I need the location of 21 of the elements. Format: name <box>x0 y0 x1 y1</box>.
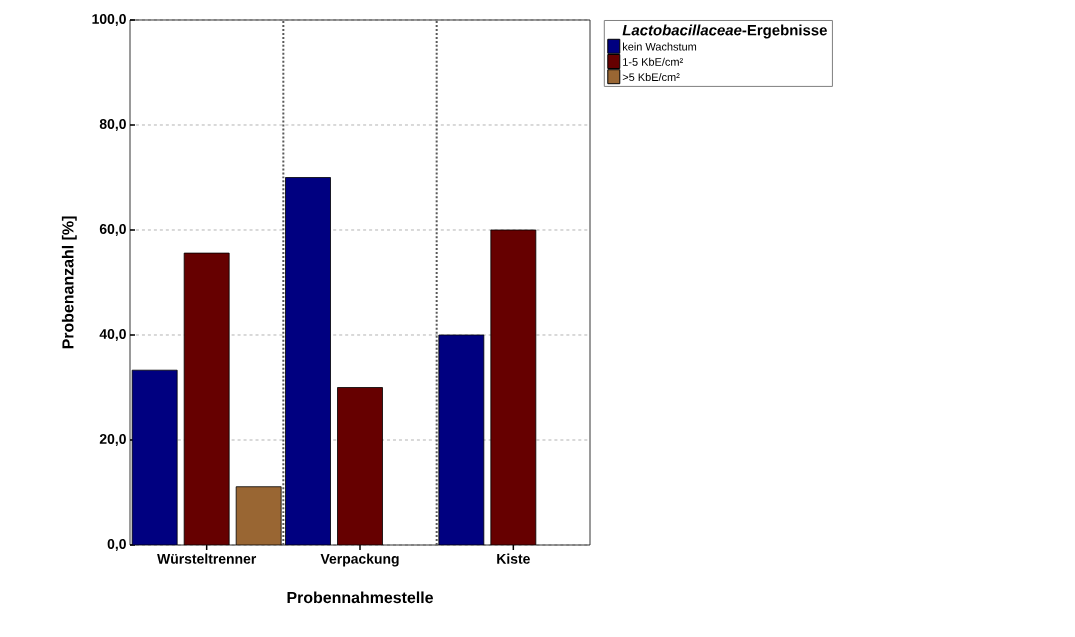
x-tick-label: Würsteltrenner <box>157 553 257 564</box>
y-tick-label: 100,0 <box>92 14 126 26</box>
bar <box>337 387 383 545</box>
y-tick-label: 60,0 <box>99 224 126 236</box>
legend-title: Lactobacillaceae-Ergebnisse <box>622 24 827 39</box>
bar <box>131 369 178 545</box>
y-tick-label: 0,0 <box>107 539 126 551</box>
y-tick-label: 20,0 <box>99 434 126 446</box>
bar <box>183 252 230 545</box>
y-tick-label: 80,0 <box>99 119 126 131</box>
y-tick-label: 40,0 <box>99 329 126 341</box>
legend-label: >5 KbE/cm² <box>622 72 680 82</box>
bar <box>285 177 331 545</box>
bar <box>490 229 537 545</box>
y-axis-title: Probenanzahl [%] <box>61 216 77 349</box>
bar <box>438 334 485 545</box>
legend-label: kein Wachstum <box>623 42 697 51</box>
x-tick-label: Kiste <box>497 553 530 564</box>
legend-label: 1-5 KbE/cm² <box>623 57 683 66</box>
x-tick-label: Verpackung <box>320 553 399 567</box>
x-axis-title: Probennahmestelle <box>287 591 433 604</box>
